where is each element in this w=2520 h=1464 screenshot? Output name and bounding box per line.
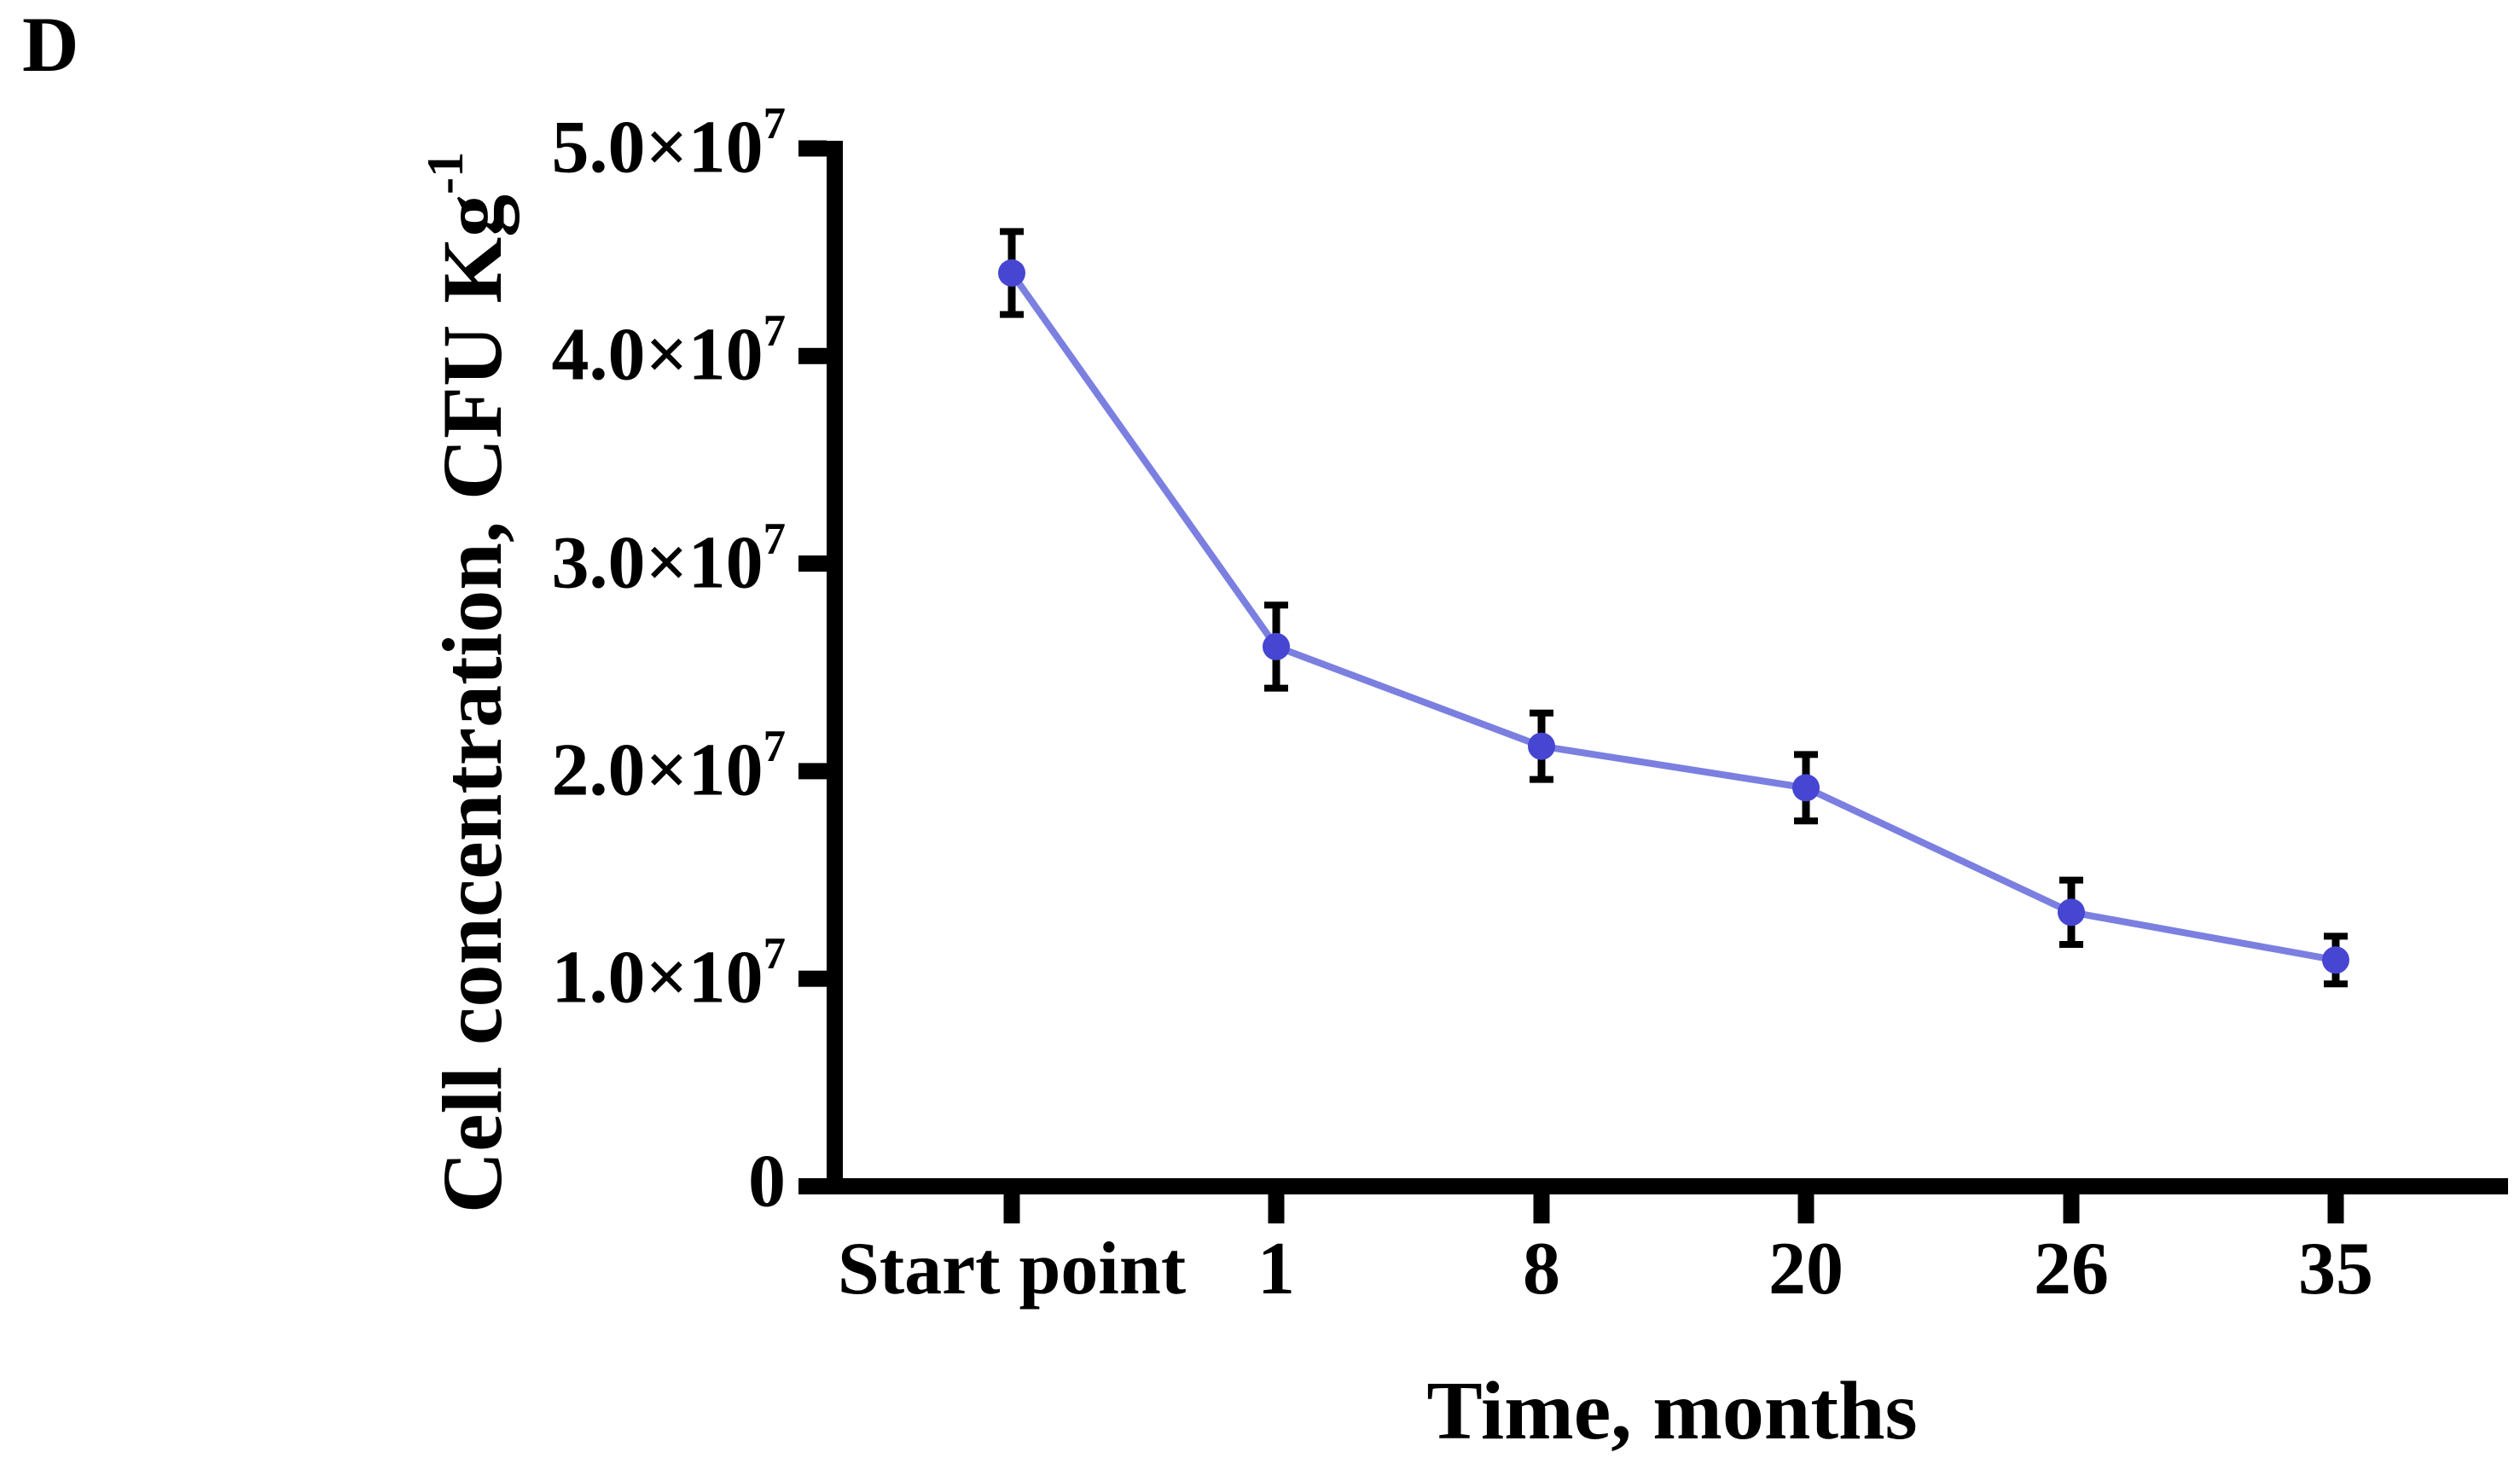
y-tick-label-superscript: 7 xyxy=(763,98,786,148)
data-point-marker xyxy=(1528,732,1555,760)
panel-label: D xyxy=(22,1,79,88)
x-axis-title: Time, months xyxy=(1426,1365,1918,1457)
series-line xyxy=(1008,269,2339,964)
data-point-marker xyxy=(2058,898,2085,927)
y-tick-label-superscript: 7 xyxy=(763,306,786,357)
data-point-marker xyxy=(998,259,1025,287)
x-axis-tick xyxy=(1268,1194,1285,1223)
y-tick-label-text: 2.0×10 xyxy=(551,729,764,812)
y-tick-label-superscript: 7 xyxy=(763,514,786,564)
y-tick-label: 3.0×107 xyxy=(551,516,786,601)
y-axis-tick xyxy=(798,347,827,364)
x-axis-tick xyxy=(2327,1194,2344,1223)
y-axis-line xyxy=(827,141,843,1194)
data-point-marker xyxy=(1263,632,1290,660)
data-point-marker xyxy=(1792,774,1820,802)
y-tick-label: 1.0×107 xyxy=(551,932,786,1016)
x-tick-label: 26 xyxy=(2034,1228,2109,1310)
x-tick-label: 8 xyxy=(1523,1228,1560,1310)
y-axis-title: Cell concentration, CFU Kg-1 xyxy=(417,151,520,1213)
y-tick-label: 4.0×107 xyxy=(551,309,786,393)
y-tick-label-text: 4.0×10 xyxy=(551,313,764,397)
x-axis-tick xyxy=(2063,1194,2080,1223)
y-axis-tick xyxy=(798,555,827,572)
x-tick-label: Start point xyxy=(837,1228,1187,1310)
y-tick-label: 5.0×107 xyxy=(551,98,786,189)
x-tick-label: 1 xyxy=(1257,1228,1295,1310)
x-axis-tick xyxy=(1533,1194,1550,1223)
x-tick-label: 20 xyxy=(1768,1228,1844,1310)
y-tick-label-superscript: 7 xyxy=(763,928,786,979)
x-axis-tick xyxy=(1003,1194,1020,1223)
y-axis-tick xyxy=(798,1178,827,1194)
y-axis-tick xyxy=(798,763,827,780)
y-tick-label-text: 0 xyxy=(748,1140,786,1223)
y-axis-tick xyxy=(798,140,827,157)
y-tick-label-superscript: 7 xyxy=(763,721,786,771)
y-tick-label-text: 3.0×10 xyxy=(551,520,764,604)
y-tick-label: 2.0×107 xyxy=(551,721,786,812)
y-tick-label: 0 xyxy=(748,1144,786,1219)
y-tick-label-text: 1.0×10 xyxy=(551,936,764,1020)
x-axis-line xyxy=(827,1178,2508,1194)
data-point-marker xyxy=(2322,946,2349,974)
x-tick-label: 35 xyxy=(2298,1228,2373,1310)
y-axis-title-text: Cell concentration, CFU Kg xyxy=(425,194,520,1214)
y-axis-title-superscript: -1 xyxy=(417,151,473,195)
y-tick-label-text: 5.0×10 xyxy=(551,106,764,189)
x-axis-tick xyxy=(1797,1194,1815,1223)
y-axis-tick xyxy=(798,970,827,987)
